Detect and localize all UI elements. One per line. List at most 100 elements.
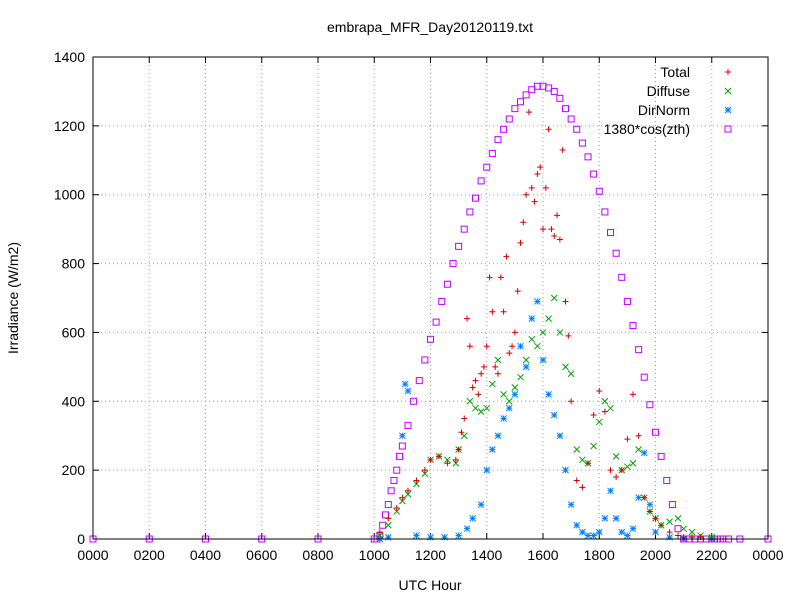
data-point <box>385 515 392 522</box>
data-point <box>567 370 575 378</box>
data-point <box>522 356 530 364</box>
data-point <box>517 342 524 350</box>
series-total <box>376 109 721 542</box>
data-point <box>680 525 687 533</box>
data-point <box>413 477 420 484</box>
data-point <box>675 532 681 539</box>
data-point <box>455 532 462 539</box>
data-point <box>413 532 420 539</box>
data-point <box>492 363 499 370</box>
data-point <box>652 428 659 436</box>
x-tick-label: 2200 <box>696 547 727 563</box>
data-point <box>666 533 673 541</box>
data-point <box>460 225 468 233</box>
plot-frame <box>92 56 769 540</box>
data-point <box>548 226 555 233</box>
data-point <box>483 466 491 474</box>
data-point <box>533 82 541 90</box>
data-point <box>483 343 490 350</box>
data-point <box>528 315 536 323</box>
data-point <box>505 404 513 412</box>
data-point <box>573 521 581 529</box>
data-point <box>539 356 547 364</box>
data-point <box>511 384 519 391</box>
data-point <box>556 236 563 243</box>
data-point <box>500 125 508 133</box>
x-tick-label: 0800 <box>302 547 333 563</box>
data-point <box>494 356 502 364</box>
data-point <box>590 412 597 419</box>
data-point <box>652 528 659 536</box>
data-point <box>596 387 603 394</box>
data-point <box>556 94 564 102</box>
data-point <box>384 533 392 541</box>
data-point <box>455 446 462 453</box>
data-point <box>635 494 642 502</box>
data-point <box>674 525 682 533</box>
data-point <box>376 529 383 536</box>
data-point <box>595 418 603 426</box>
data-point <box>393 508 401 515</box>
data-point <box>663 476 671 484</box>
data-point <box>478 370 485 377</box>
legend-marker <box>724 106 732 114</box>
data-point <box>384 501 392 509</box>
data-point <box>612 453 620 460</box>
data-point <box>480 363 487 370</box>
data-point <box>500 415 507 422</box>
y-tick-label: 600 <box>62 324 86 340</box>
data-point <box>573 446 581 453</box>
x-axis-label: UTC Hour <box>398 577 461 593</box>
data-point <box>629 322 637 330</box>
data-point <box>469 514 477 522</box>
data-point <box>528 335 536 343</box>
data-point <box>421 356 429 364</box>
data-point <box>629 459 637 467</box>
data-point <box>500 391 507 398</box>
data-point <box>500 308 507 315</box>
data-point <box>612 249 620 257</box>
legend-label: Total <box>660 64 690 80</box>
data-point <box>452 456 459 463</box>
data-point <box>573 477 580 484</box>
data-point <box>477 177 485 185</box>
data-point <box>534 342 541 350</box>
data-point <box>489 446 496 453</box>
data-point <box>522 91 530 99</box>
legend-marker-symbol <box>724 125 732 133</box>
data-point <box>399 432 406 440</box>
data-point <box>472 377 479 384</box>
x-tick-label: 2000 <box>640 547 671 563</box>
data-point <box>514 288 521 295</box>
data-point <box>562 363 569 371</box>
data-point <box>396 452 404 460</box>
data-point <box>528 184 535 191</box>
data-point <box>427 335 434 343</box>
data-point <box>618 273 626 281</box>
data-point <box>545 315 552 323</box>
data-point <box>646 401 654 409</box>
data-point <box>475 391 482 398</box>
data-point <box>435 453 442 460</box>
data-point <box>674 514 682 522</box>
x-tick-label: 0400 <box>190 547 221 563</box>
legend-marker-symbol <box>724 87 732 95</box>
data-point <box>612 514 620 522</box>
data-point <box>635 346 643 354</box>
data-point <box>455 242 463 250</box>
data-point <box>624 463 631 471</box>
x-tick-label: 0000 <box>77 547 108 563</box>
data-point <box>623 297 631 305</box>
data-point <box>641 494 648 501</box>
legend-marker <box>724 87 732 95</box>
data-point <box>607 467 614 474</box>
data-point <box>393 505 400 512</box>
data-point <box>640 449 648 457</box>
data-point <box>517 373 524 381</box>
data-point <box>666 529 673 536</box>
data-point <box>404 490 412 498</box>
data-point <box>517 98 524 106</box>
data-point <box>466 208 474 216</box>
data-point <box>472 404 479 412</box>
data-point <box>601 397 609 405</box>
